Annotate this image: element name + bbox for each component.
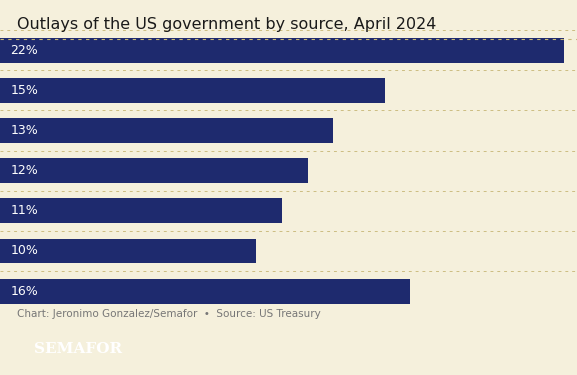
Bar [0, 238, 256, 263]
Bar [0, 118, 334, 143]
Bar [0, 198, 282, 223]
Text: 13%: 13% [10, 124, 38, 137]
Text: SEMAFOR: SEMAFOR [33, 342, 122, 356]
Bar [0, 158, 308, 183]
Bar [0, 38, 564, 63]
Text: 11%: 11% [10, 204, 38, 217]
Text: Chart: Jeronimo Gonzalez/Semafor  •  Source: US Treasury: Chart: Jeronimo Gonzalez/Semafor • Sourc… [17, 309, 321, 320]
Text: Outlays of the US government by source, April 2024: Outlays of the US government by source, … [17, 17, 437, 32]
Text: 10%: 10% [10, 244, 38, 258]
Text: 12%: 12% [10, 164, 38, 177]
Bar [0, 78, 385, 103]
Bar [0, 279, 410, 304]
Text: 22%: 22% [10, 44, 38, 57]
Text: 15%: 15% [10, 84, 38, 97]
Text: 16%: 16% [10, 285, 38, 298]
